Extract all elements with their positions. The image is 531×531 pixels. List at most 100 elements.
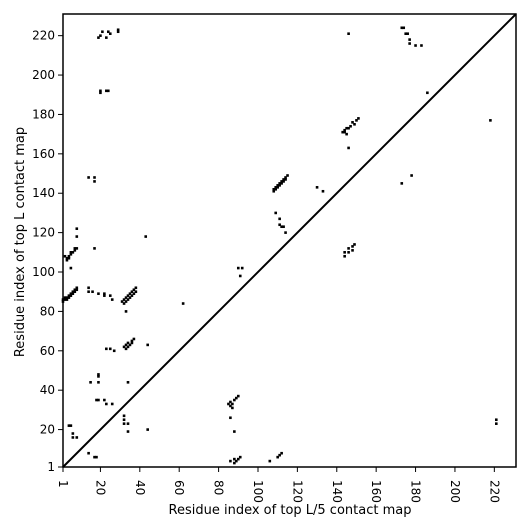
contact-point <box>122 414 126 418</box>
contact-point <box>73 249 77 252</box>
contact-point <box>65 258 69 262</box>
contact-point <box>130 290 134 294</box>
contact-point <box>95 455 98 459</box>
contact-point <box>103 398 106 402</box>
contact-point <box>343 130 346 134</box>
contact-point <box>73 247 77 250</box>
contact-point <box>229 459 232 463</box>
contact-point <box>410 174 413 177</box>
contact-point <box>282 225 285 229</box>
y-tick-label: 60 <box>40 344 55 358</box>
contact-point <box>355 119 358 122</box>
contact-point <box>284 178 287 181</box>
contact-point <box>229 400 232 404</box>
y-tick-label: 120 <box>32 226 55 240</box>
x-tick-label: 20 <box>93 480 107 495</box>
contact-point <box>97 373 100 376</box>
x-tick-label: 220 <box>487 480 501 503</box>
contact-point <box>404 32 407 35</box>
contact-point <box>87 290 90 294</box>
contact-point <box>347 247 350 250</box>
contact-point <box>126 341 130 345</box>
contact-point <box>144 235 148 238</box>
x-tick-label: 160 <box>369 480 383 503</box>
contact-point <box>101 30 104 34</box>
contact-point <box>67 256 71 260</box>
contact-point <box>420 44 423 47</box>
x-tick-label: 100 <box>251 480 265 503</box>
contact-point <box>110 298 114 301</box>
contact-point <box>93 247 96 250</box>
contact-point <box>107 89 110 93</box>
contact-point <box>236 394 240 398</box>
contact-point <box>353 243 356 246</box>
y-tick-label: 200 <box>32 68 55 82</box>
contact-point <box>276 184 279 187</box>
x-tick-label: 40 <box>133 480 147 495</box>
y-tick-label: 160 <box>32 147 55 161</box>
contact-point <box>69 251 73 254</box>
contact-point <box>274 186 278 189</box>
contact-point <box>124 296 128 299</box>
contact-point <box>75 235 79 238</box>
contact-point <box>231 406 234 410</box>
contact-point <box>347 146 350 150</box>
y-tick-label: 20 <box>40 423 55 437</box>
contact-point <box>276 186 279 189</box>
contact-point <box>132 292 136 295</box>
contact-point <box>65 298 69 301</box>
contact-point <box>126 430 130 433</box>
x-tick-label: 200 <box>448 480 462 503</box>
contact-point <box>75 227 79 230</box>
contact-point <box>69 424 73 427</box>
contact-point <box>353 123 356 126</box>
contact-point <box>238 455 242 459</box>
contact-point <box>280 225 283 229</box>
contact-point <box>73 288 77 292</box>
contact-point <box>278 184 281 187</box>
contact-point <box>408 38 411 41</box>
contact-point <box>122 298 126 301</box>
y-tick-label: 180 <box>32 107 55 121</box>
contact-point <box>89 381 92 384</box>
y-tick-label: 100 <box>32 265 55 279</box>
contact-point <box>278 453 281 457</box>
contact-point <box>67 254 71 258</box>
contact-point <box>122 302 126 305</box>
contact-point <box>146 343 149 347</box>
contact-point <box>495 418 498 422</box>
y-axis-label: Residue index of top L contact map <box>13 127 28 357</box>
contact-point <box>229 416 232 420</box>
contact-point <box>108 32 112 35</box>
contact-point <box>67 294 71 297</box>
contact-point <box>233 461 236 465</box>
contact-point <box>235 396 238 400</box>
contact-point <box>229 404 232 408</box>
contact-point <box>99 34 102 37</box>
contact-point <box>280 182 283 185</box>
contact-point <box>272 189 276 193</box>
contact-point <box>69 266 73 270</box>
contact-point <box>227 402 230 406</box>
contact-point <box>130 341 134 345</box>
contact-point <box>130 339 134 343</box>
contact-point <box>126 381 130 384</box>
contact-point <box>63 296 67 299</box>
contact-point <box>278 217 281 221</box>
contact-point <box>124 347 128 351</box>
x-tick-label: 1 <box>56 480 70 488</box>
contact-point <box>75 286 79 290</box>
contact-point <box>347 126 350 130</box>
contact-point <box>128 292 132 295</box>
contact-point <box>284 176 287 179</box>
contact-point <box>75 436 79 439</box>
contact-point <box>146 428 149 431</box>
contact-point <box>105 36 108 39</box>
contact-point <box>99 89 102 93</box>
contact-point <box>71 436 75 439</box>
contact-point <box>414 44 417 47</box>
contact-point <box>341 130 344 134</box>
contact-point <box>343 128 346 132</box>
contact-point <box>110 402 114 406</box>
